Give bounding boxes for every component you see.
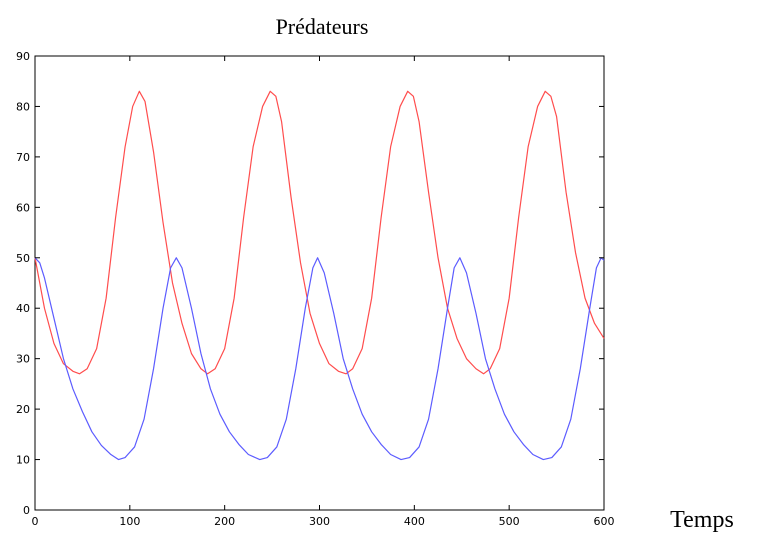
x-tick-label-100: 100: [119, 515, 140, 528]
y-tick-label-40: 40: [16, 302, 30, 315]
y-tick-label-50: 50: [16, 252, 30, 265]
y-tick-label-30: 30: [16, 353, 30, 366]
tick-layer: 0 100 200 300 400 500 600 0 10 20 30 40 50 60 70 80 90: [16, 50, 615, 528]
series-line-2: [34, 257, 605, 461]
x-tick-label-500: 500: [499, 515, 520, 528]
plot-frame: [34, 55, 605, 511]
x-tick-label-600: 600: [594, 515, 615, 528]
x-axis-label: Temps: [670, 507, 734, 533]
x-tick-label-0: 0: [32, 515, 39, 528]
series-layer: [34, 90, 605, 461]
y-tick-label-90: 90: [16, 50, 30, 63]
y-tick-label-0: 0: [23, 504, 30, 517]
y-tick-label-10: 10: [16, 454, 30, 467]
chart-title: Prédateurs: [276, 14, 369, 39]
y-tick-label-20: 20: [16, 403, 30, 416]
x-tick-label-400: 400: [404, 515, 425, 528]
y-tick-label-70: 70: [16, 151, 30, 164]
y-tick-label-80: 80: [16, 100, 30, 113]
series-line-1: [34, 90, 605, 375]
y-tick-label-60: 60: [16, 201, 30, 214]
x-tick-label-300: 300: [309, 515, 330, 528]
x-tick-label-200: 200: [214, 515, 235, 528]
